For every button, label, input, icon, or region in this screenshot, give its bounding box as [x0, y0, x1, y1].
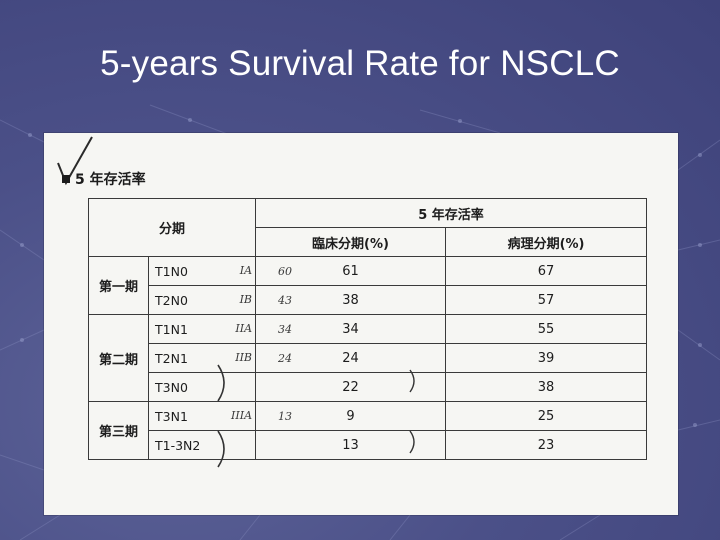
checkmark-annotation [57, 136, 93, 186]
handwritten-note: 24 [278, 352, 293, 365]
tnm-cell: T3N0 [147, 372, 257, 402]
pathological-cell: 57 [445, 285, 648, 315]
table-row: 第二期 T1N1 IIA 34 34 55 [88, 314, 648, 402]
tnm-cell: T2N1 IIB [147, 343, 257, 373]
pathological-cell: 25 [445, 401, 648, 431]
clinical-header: 臨床分期(%) [255, 227, 447, 257]
handwritten-bracket [217, 364, 225, 402]
table-row: T3N0 22 38 [89, 372, 648, 402]
tnm-cell: T1-3N2 [147, 430, 257, 460]
stage-label: 第二期 [88, 314, 149, 402]
table-row: T1-3N2 13 23 [89, 430, 648, 460]
handwritten-bracket [409, 430, 415, 454]
clinical-cell: 38 43 [255, 285, 447, 315]
handwritten-note: 34 [278, 323, 293, 336]
tnm-cell: T3N1 IIIA [147, 401, 257, 431]
handwritten-note: 43 [278, 294, 293, 307]
scanned-document: 5 年存活率 分期 5 年存活率 臨床分期(%) 病理分期(%) 第一期 T1N… [44, 133, 678, 515]
pathological-cell: 23 [445, 430, 648, 460]
handwritten-note: IIB [235, 351, 253, 364]
tnm-cell: T2N0 IB [147, 285, 257, 315]
clinical-cell: 34 34 [255, 314, 447, 344]
handwritten-note: IIA [235, 322, 253, 335]
table-row: T2N1 IIB 24 24 39 [89, 343, 648, 373]
clinical-cell: 24 24 [255, 343, 447, 373]
tnm-cell: T1N0 IA [147, 256, 257, 286]
stage-header: 分期 [87, 198, 257, 257]
pathological-cell: 67 [445, 256, 648, 286]
handwritten-note: IB [239, 293, 253, 306]
handwritten-note: IIIA [231, 409, 253, 422]
tnm-cell: T1N1 IIA [147, 314, 257, 344]
stage-label: 第三期 [88, 401, 149, 460]
survival-group-header: 5 年存活率 [255, 198, 648, 228]
survival-table: 分期 5 年存活率 臨床分期(%) 病理分期(%) 第一期 T1N0 IA 61 6… [87, 198, 648, 460]
table-row: 第三期 T3N1 IIIA 9 13 25 [88, 401, 648, 460]
pathological-header: 病理分期(%) [445, 227, 648, 257]
table-row: 第一期 T1N0 IA 61 60 67 [88, 256, 648, 315]
handwritten-note: 60 [278, 265, 293, 278]
clinical-cell: 9 13 [255, 401, 447, 431]
pathological-cell: 38 [445, 372, 648, 402]
stage-label: 第一期 [88, 256, 149, 315]
slide-title: 5-years Survival Rate for NSCLC [100, 44, 620, 83]
pathological-cell: 55 [445, 314, 648, 344]
handwritten-bracket [217, 430, 225, 468]
handwritten-note: 13 [278, 410, 293, 423]
bullet-icon [62, 175, 70, 183]
clinical-cell: 61 60 [255, 256, 447, 286]
handwritten-bracket [409, 369, 415, 393]
handwritten-note: IA [239, 264, 253, 277]
document-heading: 5 年存活率 [62, 169, 146, 189]
table-row: T2N0 IB 38 43 57 [89, 285, 648, 315]
pathological-cell: 39 [445, 343, 648, 373]
